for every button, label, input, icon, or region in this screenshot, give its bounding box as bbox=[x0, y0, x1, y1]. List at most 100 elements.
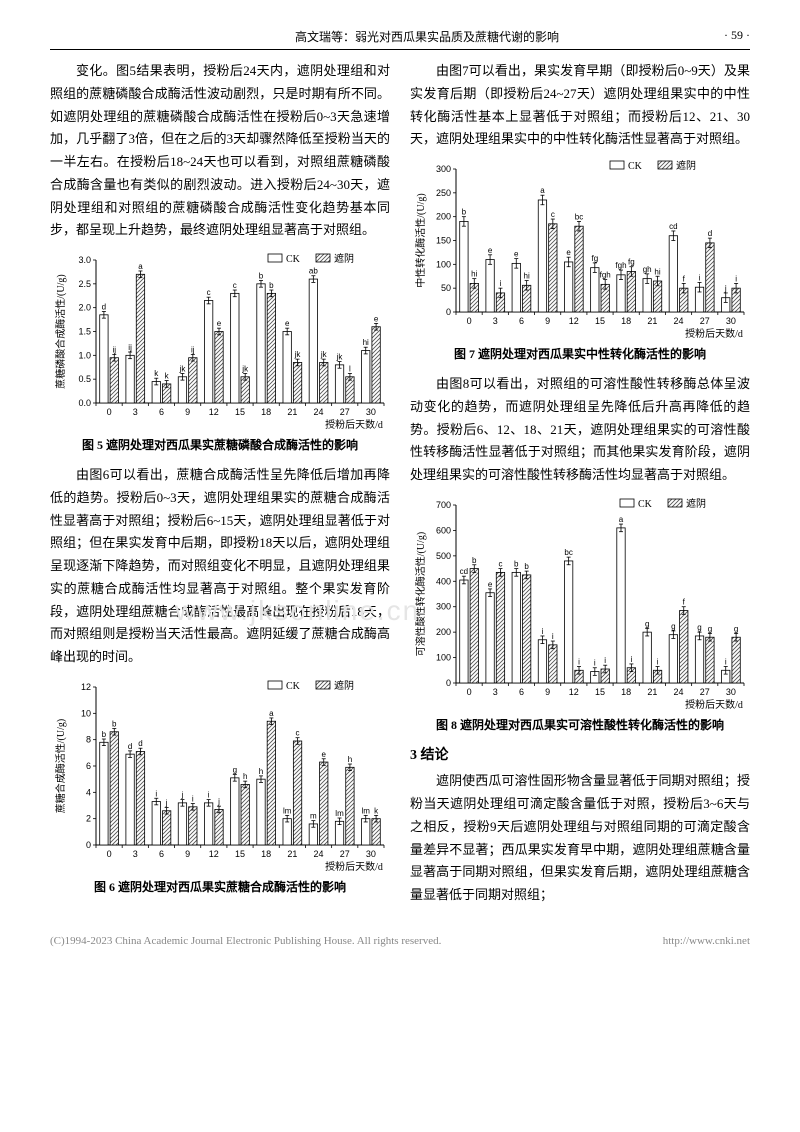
svg-text:1.0: 1.0 bbox=[78, 350, 91, 360]
svg-text:0: 0 bbox=[446, 307, 451, 317]
svg-text:gh: gh bbox=[643, 265, 652, 274]
svg-text:d: d bbox=[708, 229, 712, 238]
svg-text:c: c bbox=[498, 559, 502, 568]
svg-text:遮阴: 遮阴 bbox=[334, 679, 354, 692]
running-header: 高文瑞等：弱光对西瓜果实品质及蔗糖代谢的影响 · 59 · bbox=[50, 28, 750, 50]
svg-text:21: 21 bbox=[287, 849, 297, 859]
svg-text:30: 30 bbox=[366, 407, 376, 417]
svg-text:9: 9 bbox=[545, 316, 550, 326]
svg-text:cd: cd bbox=[669, 222, 677, 231]
svg-text:i: i bbox=[500, 279, 502, 288]
svg-text:i: i bbox=[630, 655, 632, 664]
svg-text:i: i bbox=[578, 657, 580, 666]
svg-text:i: i bbox=[725, 657, 727, 666]
svg-text:bc: bc bbox=[564, 548, 572, 557]
svg-text:i: i bbox=[552, 632, 554, 641]
svg-text:b: b bbox=[524, 562, 529, 571]
svg-text:15: 15 bbox=[595, 687, 605, 697]
svg-text:CK: CK bbox=[628, 161, 643, 172]
svg-text:e: e bbox=[322, 750, 327, 759]
svg-text:遮阴: 遮阴 bbox=[334, 252, 354, 265]
svg-text:6: 6 bbox=[159, 407, 164, 417]
svg-text:250: 250 bbox=[436, 188, 451, 198]
svg-text:3: 3 bbox=[493, 316, 498, 326]
svg-text:2: 2 bbox=[86, 813, 91, 823]
svg-text:0: 0 bbox=[446, 678, 451, 688]
svg-text:lm: lm bbox=[361, 806, 370, 815]
para-l1: 变化。图5结果表明，授粉后24天内，遮阴处理组和对照组的蔗糖磷酸合成酶活性波动剧… bbox=[50, 60, 390, 242]
right-column: 由图7可以看出，果实发育早期（即授粉后0~9天）及果实发育后期（即授粉后24~2… bbox=[410, 60, 750, 907]
svg-text:m: m bbox=[310, 811, 317, 820]
svg-text:e: e bbox=[566, 248, 571, 257]
svg-text:jk: jk bbox=[179, 364, 187, 373]
fig5-caption: 图 5 遮阴处理对西瓜果实蔗糖磷酸合成酶活性的影响 bbox=[50, 435, 390, 456]
svg-text:12: 12 bbox=[569, 687, 579, 697]
svg-text:授粉后天数/d: 授粉后天数/d bbox=[325, 418, 383, 431]
svg-text:授粉后天数/d: 授粉后天数/d bbox=[685, 327, 743, 340]
svg-text:21: 21 bbox=[647, 316, 657, 326]
svg-text:3: 3 bbox=[133, 849, 138, 859]
svg-text:10: 10 bbox=[81, 708, 91, 718]
svg-text:200: 200 bbox=[436, 212, 451, 222]
svg-text:d: d bbox=[128, 742, 132, 751]
svg-text:g: g bbox=[645, 619, 649, 628]
svg-text:24: 24 bbox=[674, 687, 684, 697]
svg-text:300: 300 bbox=[436, 601, 451, 611]
svg-text:h: h bbox=[243, 772, 247, 781]
svg-text:遮阴: 遮阴 bbox=[676, 159, 696, 172]
svg-text:l: l bbox=[349, 364, 351, 373]
svg-text:f: f bbox=[683, 597, 686, 606]
svg-text:6: 6 bbox=[86, 761, 91, 771]
svg-text:b: b bbox=[259, 271, 264, 280]
figure-6: 024681012蔗糖合成酶活性/(U/g)0bb3dd6ij9ji12ij15… bbox=[50, 675, 390, 898]
svg-text:300: 300 bbox=[436, 164, 451, 174]
svg-text:18: 18 bbox=[261, 849, 271, 859]
svg-text:6: 6 bbox=[159, 849, 164, 859]
svg-text:c: c bbox=[296, 728, 300, 737]
svg-text:21: 21 bbox=[647, 687, 657, 697]
svg-text:ij: ij bbox=[128, 343, 132, 352]
svg-text:CK: CK bbox=[286, 254, 301, 265]
svg-text:12: 12 bbox=[209, 407, 219, 417]
svg-text:j: j bbox=[165, 798, 168, 807]
svg-text:0.0: 0.0 bbox=[78, 398, 91, 408]
section-3-title: 3 结论 bbox=[410, 744, 750, 769]
svg-text:15: 15 bbox=[235, 849, 245, 859]
svg-text:18: 18 bbox=[621, 687, 631, 697]
svg-text:8: 8 bbox=[86, 734, 91, 744]
svg-text:600: 600 bbox=[436, 525, 451, 535]
svg-text:30: 30 bbox=[726, 687, 736, 697]
svg-text:ab: ab bbox=[309, 267, 318, 276]
svg-text:100: 100 bbox=[436, 652, 451, 662]
svg-text:d: d bbox=[138, 739, 142, 748]
svg-text:jk: jk bbox=[320, 350, 328, 359]
svg-text:e: e bbox=[374, 314, 379, 323]
svg-text:a: a bbox=[619, 515, 624, 524]
svg-text:24: 24 bbox=[314, 849, 324, 859]
svg-text:24: 24 bbox=[314, 407, 324, 417]
svg-text:12: 12 bbox=[81, 682, 91, 692]
svg-text:18: 18 bbox=[621, 316, 631, 326]
svg-text:可溶性酸性转化酶活性/(U/g): 可溶性酸性转化酶活性/(U/g) bbox=[414, 532, 427, 656]
fig8-caption: 图 8 遮阴处理对西瓜果实可溶性酸性转化酶活性的影响 bbox=[410, 715, 750, 736]
svg-text:k: k bbox=[165, 372, 170, 381]
svg-text:授粉后天数/d: 授粉后天数/d bbox=[325, 860, 383, 873]
svg-text:蔗糖合成酶活性/(U/g): 蔗糖合成酶活性/(U/g) bbox=[54, 719, 67, 813]
svg-text:h: h bbox=[259, 767, 263, 776]
footer-url: http://www.cnki.net bbox=[663, 935, 750, 947]
svg-text:24: 24 bbox=[674, 316, 684, 326]
fig5-chart: 0.00.51.01.52.02.53.0蔗糖磷酸合成酶活性/(U/g)0dij… bbox=[50, 248, 390, 433]
svg-text:fgh: fgh bbox=[615, 261, 626, 270]
svg-text:500: 500 bbox=[436, 551, 451, 561]
svg-text:i: i bbox=[604, 656, 606, 665]
svg-text:hi: hi bbox=[524, 272, 530, 281]
svg-text:b: b bbox=[514, 559, 519, 568]
svg-text:200: 200 bbox=[436, 627, 451, 637]
svg-text:c: c bbox=[551, 210, 555, 219]
figure-5: 0.00.51.01.52.02.53.0蔗糖磷酸合成酶活性/(U/g)0dij… bbox=[50, 248, 390, 456]
svg-text:fgh: fgh bbox=[600, 271, 611, 280]
svg-text:ij: ij bbox=[191, 345, 195, 354]
svg-text:b: b bbox=[112, 719, 117, 728]
svg-text:j: j bbox=[217, 797, 220, 806]
svg-text:2.5: 2.5 bbox=[78, 279, 91, 289]
